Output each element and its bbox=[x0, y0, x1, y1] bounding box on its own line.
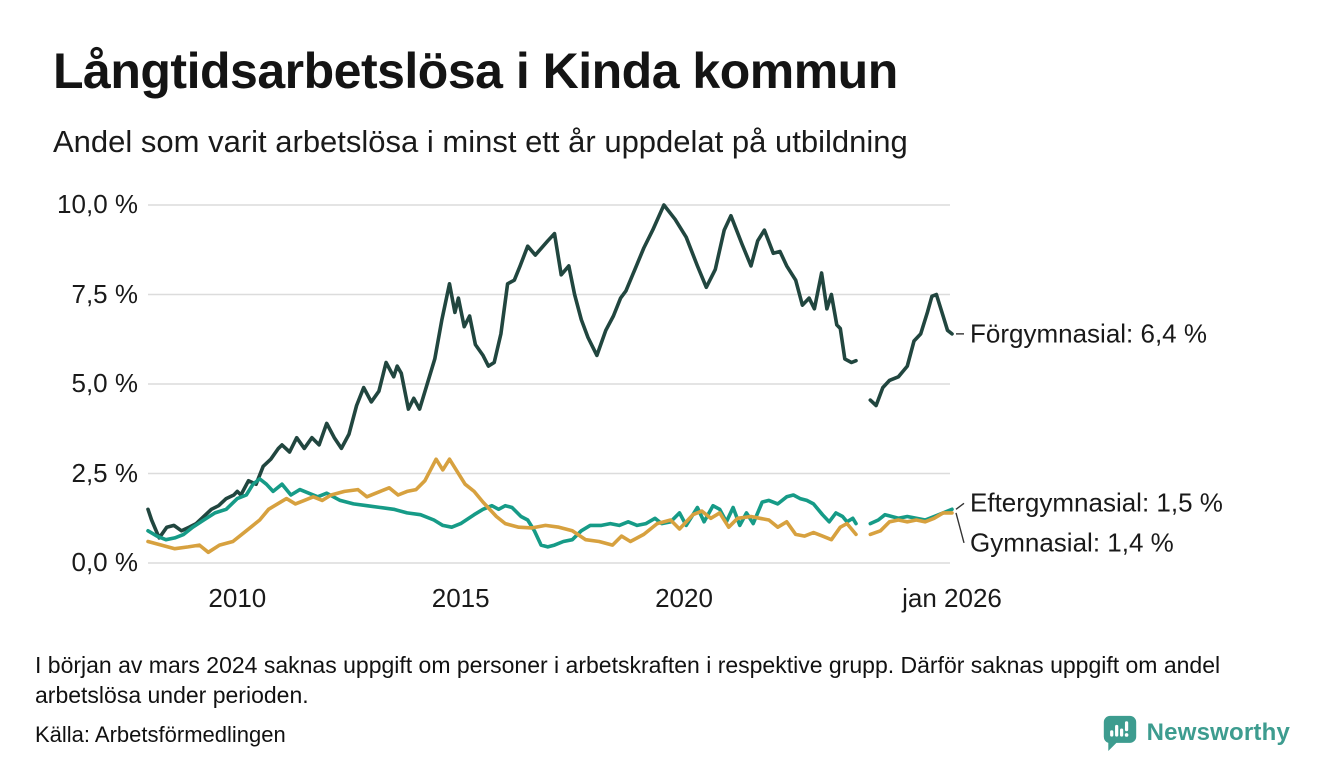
series-line-gymnasial bbox=[868, 511, 954, 537]
page-subtitle: Andel som varit arbetslösa i minst ett å… bbox=[53, 124, 908, 159]
x-tick-label: jan 2026 bbox=[902, 583, 1002, 613]
series-line-förgymnasial bbox=[146, 203, 858, 540]
y-tick-label: 7,5 % bbox=[71, 278, 139, 309]
series-line-gymnasial bbox=[146, 457, 858, 555]
series-line-förgymnasial bbox=[868, 292, 954, 408]
newsworthy-logo-icon bbox=[1102, 714, 1138, 752]
newsworthy-wordmark: Newsworthy bbox=[1146, 719, 1290, 746]
y-tick-label: 0,0 % bbox=[71, 546, 139, 577]
y-tick-label: 5,0 % bbox=[71, 367, 139, 398]
label-connector bbox=[955, 512, 965, 544]
page-title: Långtidsarbetslösa i Kinda kommun bbox=[53, 43, 898, 99]
series-label-forgymnasial: Förgymnasial: 6,4 % bbox=[970, 318, 1207, 349]
series-label-eftergymnasial: Eftergymnasial: 1,5 % bbox=[970, 487, 1223, 518]
x-tick-label: 2015 bbox=[431, 583, 490, 613]
newsworthy-logo-link[interactable]: Newsworthy bbox=[1102, 714, 1290, 752]
x-tick-label: 2010 bbox=[208, 583, 267, 613]
x-tick-label: 2020 bbox=[655, 583, 713, 613]
series-label-gymnasial: Gymnasial: 1,4 % bbox=[970, 527, 1174, 558]
y-tick-label: 10,0 % bbox=[57, 188, 138, 219]
y-tick-label: 2,5 % bbox=[71, 457, 139, 488]
series-line-eftergymnasial bbox=[146, 477, 858, 549]
footnote-text: I början av mars 2024 saknas uppgift om … bbox=[35, 652, 1221, 708]
label-connector bbox=[955, 502, 965, 510]
source-text: Källa: Arbetsförmedlingen bbox=[35, 722, 286, 747]
